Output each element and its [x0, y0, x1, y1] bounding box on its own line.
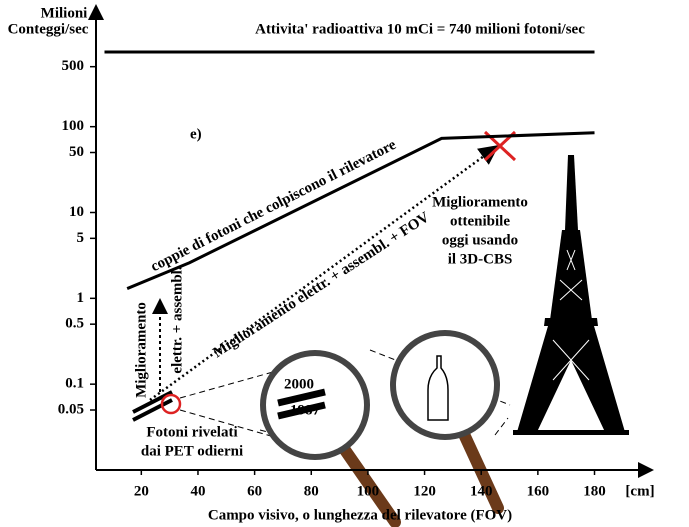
x-tick-label: 160: [527, 483, 550, 499]
x-tick-label: 80: [304, 483, 319, 499]
x-tick-label: 40: [190, 483, 205, 499]
y-tick-label: 10: [69, 204, 84, 220]
x-tick-label: 60: [247, 483, 262, 499]
y-tick-label: 50: [69, 144, 84, 160]
x-tick-label: 180: [583, 483, 606, 499]
y-tick-label: 0.05: [58, 401, 84, 417]
x-tick-label: 20: [134, 483, 149, 499]
annotation: 1987: [290, 402, 321, 418]
x-unit: [cm]: [625, 483, 654, 499]
y-tick-label: 0.1: [65, 376, 84, 392]
y-label: Milioni: [41, 5, 88, 21]
annotation: Fotoni rivelati: [146, 424, 237, 440]
annotation: dai PET odierni: [141, 443, 243, 459]
y-tick-label: 100: [62, 118, 85, 134]
annotation: Miglioramento: [432, 194, 528, 210]
annotation: il 3D-CBS: [448, 251, 513, 267]
y-tick-label: 5: [77, 230, 85, 246]
x-tick-label: 100: [357, 483, 380, 499]
annotation: Miglioramento: [133, 302, 149, 398]
annotation: elettr. + assembl.: [169, 266, 185, 373]
panel-label: e): [190, 126, 202, 142]
annotation: Miglioramento elettr. + assembl. + FOV: [210, 209, 432, 361]
y-tick-label: 500: [62, 58, 85, 74]
y-label: Conteggi/sec: [8, 21, 89, 37]
y-tick-label: 0.5: [65, 316, 84, 332]
y-tick-label: 1: [77, 290, 85, 306]
annotation: ottenibile: [450, 213, 510, 229]
annotation: oggi usando: [442, 232, 518, 248]
x-label: Campo visivo, o lunghezza del rilevatore…: [208, 507, 512, 523]
x-tick-label: 120: [413, 483, 436, 499]
x-tick-label: 140: [470, 483, 493, 499]
chart-title: Attivita' radioattiva 10 mCi = 740 milio…: [255, 21, 585, 37]
illustrations: [133, 132, 629, 522]
chart: Attivita' radioattiva 10 mCi = 740 milio…: [0, 0, 689, 527]
annotation: 2000: [284, 376, 314, 392]
